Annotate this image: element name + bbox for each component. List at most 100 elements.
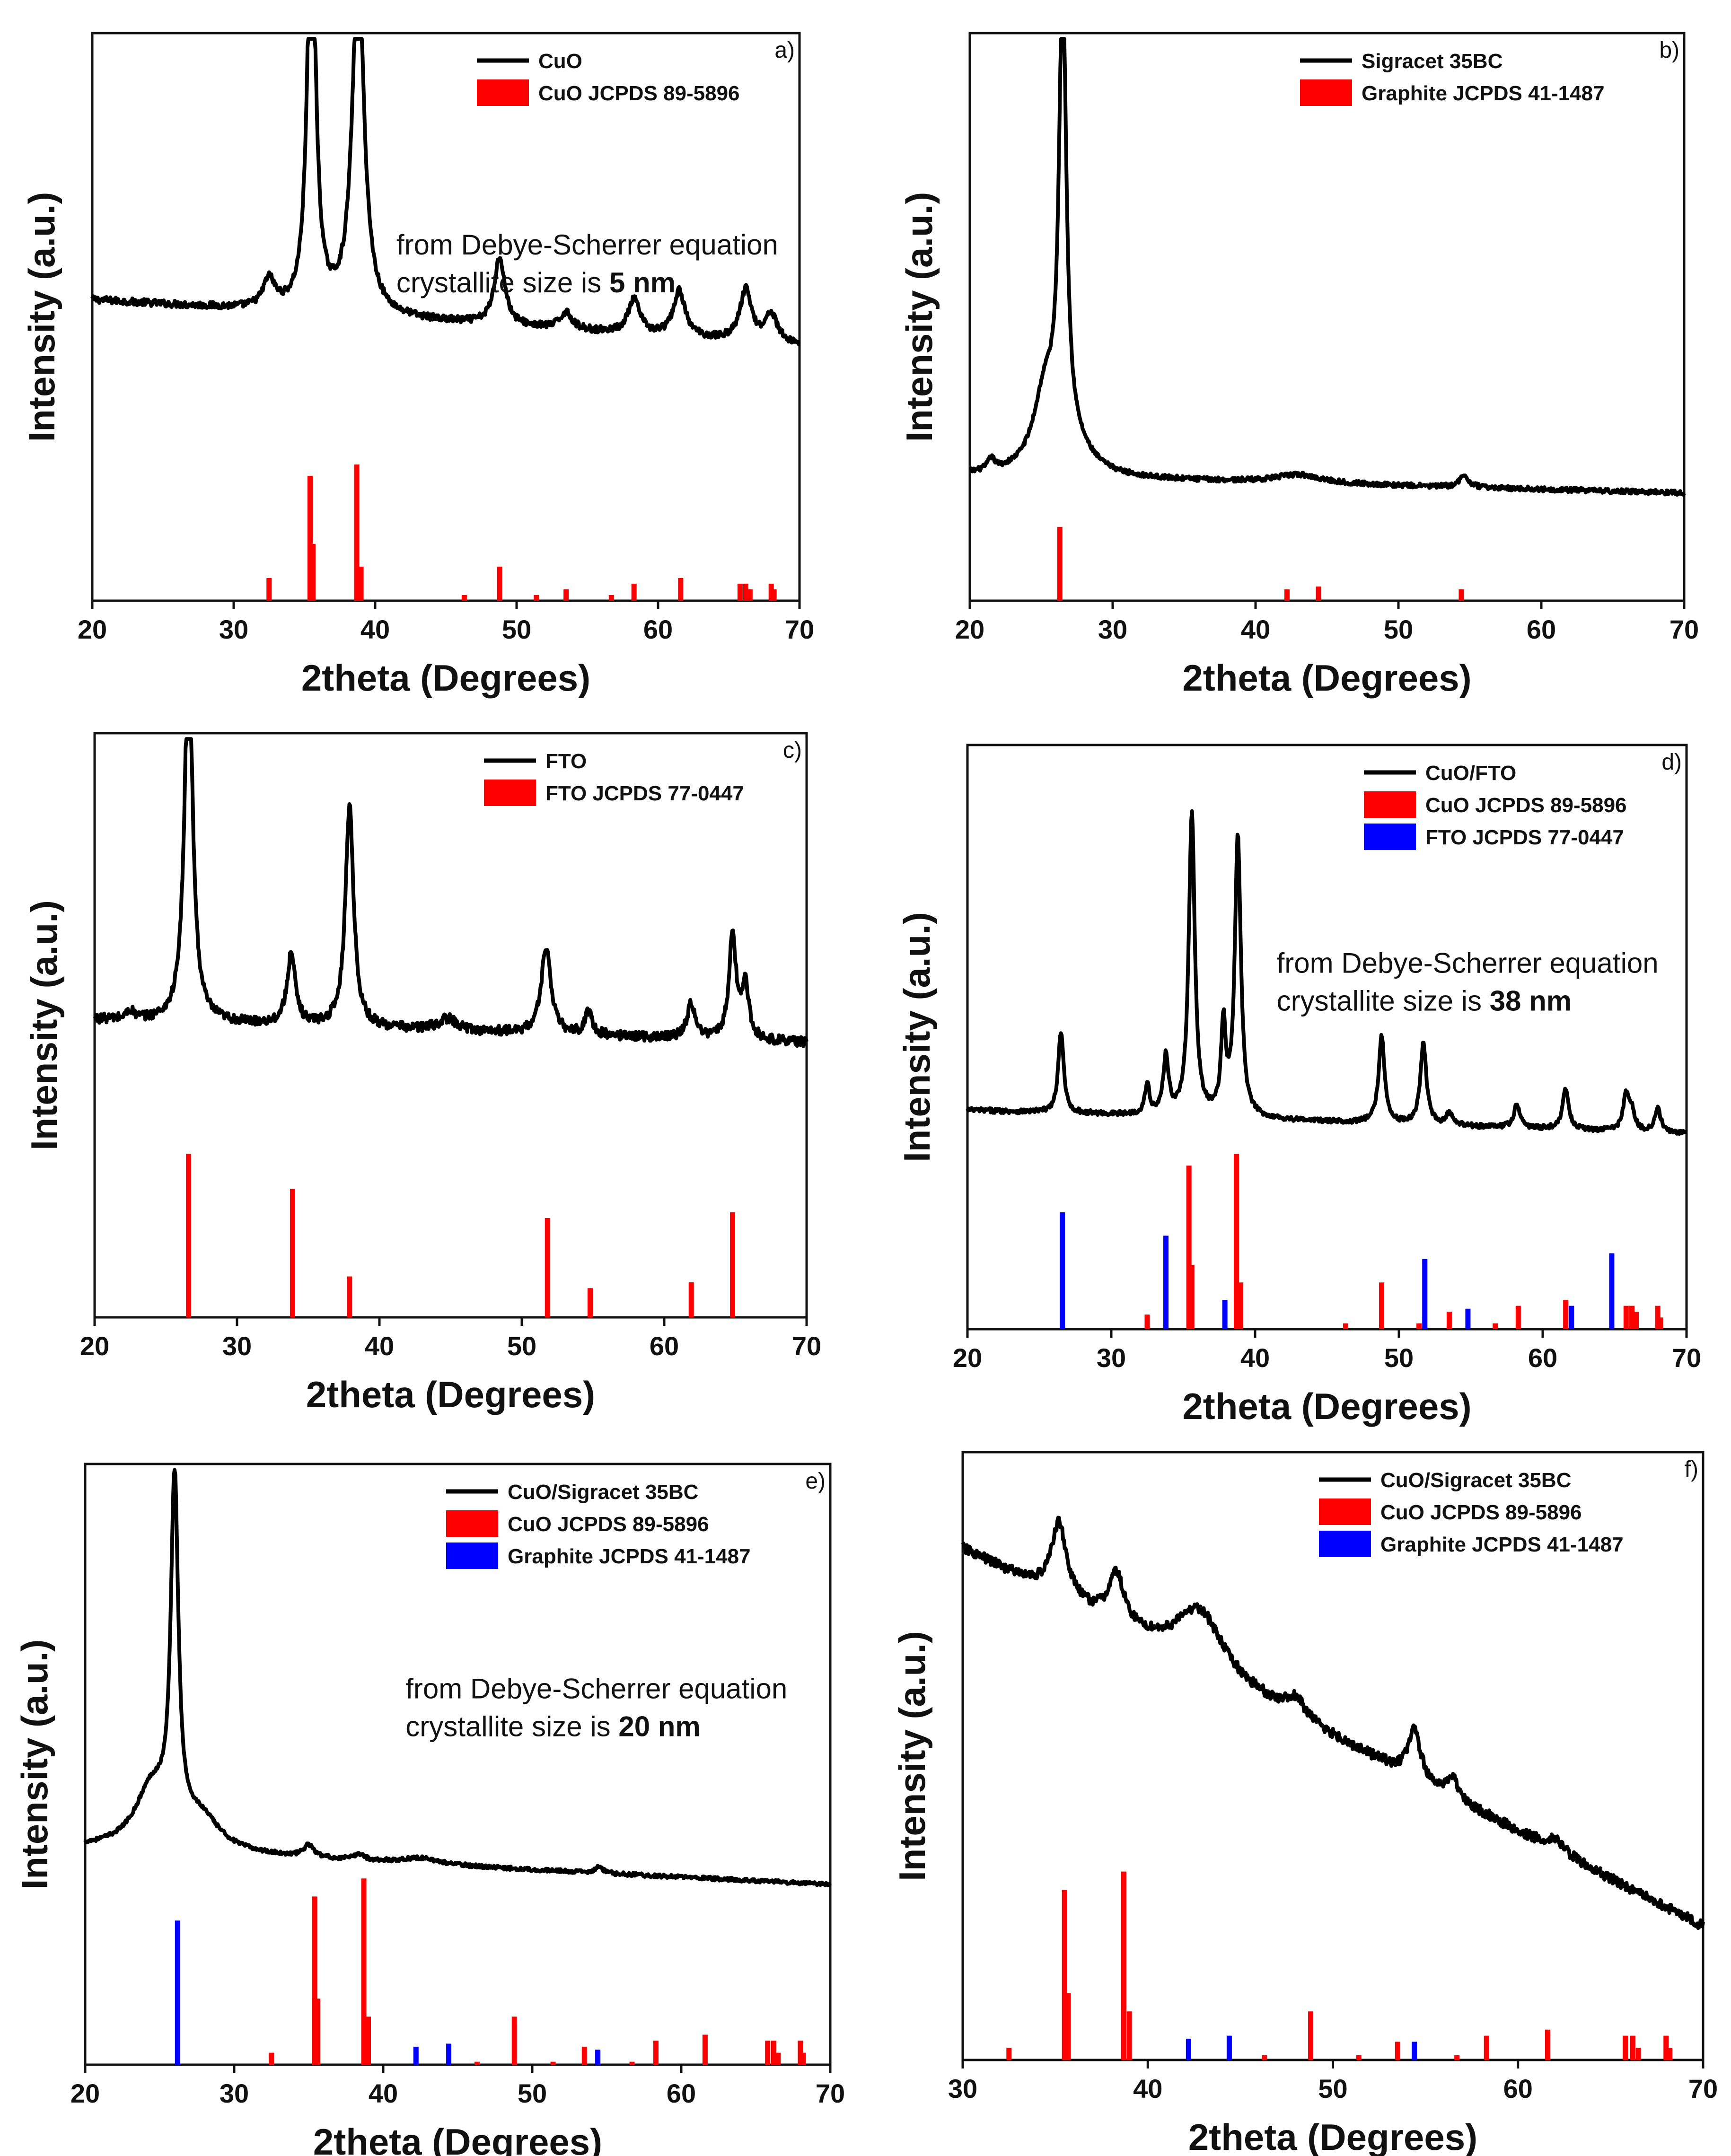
x-tick-label: 20 [955, 614, 984, 644]
x-tick-label: 40 [1241, 614, 1270, 644]
y-axis-title: Intensity (a.u.) [14, 1639, 55, 1890]
annotation-prefix: crystallite size is [396, 267, 609, 298]
x-tick-label: 30 [220, 2078, 249, 2108]
panel-label: d) [1661, 750, 1682, 775]
pattern-line-f [961, 1516, 1705, 1930]
x-tick-label: 20 [78, 614, 107, 644]
x-tick-label: 20 [70, 2078, 100, 2108]
pattern-line-a [90, 37, 801, 346]
legend-label: CuO [538, 50, 582, 73]
plot-frame [968, 32, 1686, 602]
y-axis-title: Intensity (a.u.) [23, 900, 65, 1150]
x-tick-label: 50 [1318, 2074, 1347, 2103]
legend: Sigracet 35BC Graphite JCPDS 41-1487 [1300, 50, 1605, 106]
x-tick-label: 70 [816, 2078, 845, 2108]
annotation-line2: crystallite size is 38 nm [1277, 985, 1572, 1017]
legend-label: Graphite JCPDS 41-1487 [1380, 1533, 1624, 1556]
x-tick-label: 70 [1669, 614, 1699, 644]
x-tick-label: 20 [80, 1331, 109, 1361]
legend-label: CuO/FTO [1425, 762, 1516, 785]
x-tick-label: 70 [1688, 2074, 1718, 2103]
x-tick-label: 30 [222, 1331, 252, 1361]
legend-swatch-bar [1319, 1531, 1371, 1557]
x-tick-label: 60 [650, 1331, 679, 1361]
legend: CuO CuO JCPDS 89-5896 [477, 50, 740, 106]
legend-label: Sigracet 35BC [1362, 50, 1503, 73]
legend-label: FTO [545, 750, 587, 773]
x-tick-label: 50 [1384, 1343, 1414, 1373]
x-axis-title: 2theta (Degrees) [1188, 2116, 1477, 2156]
x-tick-label: 40 [365, 1331, 394, 1361]
annotation-line2: crystallite size is 20 nm [405, 1710, 701, 1742]
x-tick-label: 50 [518, 2078, 547, 2108]
x-tick-label: 60 [1527, 614, 1556, 644]
plot-frame [91, 32, 801, 602]
legend-label: CuO JCPDS 89-5896 [1380, 1501, 1582, 1524]
annotation-line1: from Debye-Scherrer equation [1277, 947, 1659, 979]
y-axis-title: Intensity (a.u.) [891, 1631, 933, 1881]
x-tick-label: 70 [792, 1331, 821, 1361]
x-tick-label: 30 [948, 2074, 977, 2103]
legend: CuO/Sigracet 35BC CuO JCPDS 89-5896 Graphi… [1319, 1469, 1624, 1557]
panel-b: 20 30 40 50 60 70 2theta (Degrees) Intensity (a… [898, 32, 1699, 699]
legend-label: Graphite JCPDS 41-1487 [1362, 82, 1605, 105]
legend-swatch-bar [1364, 824, 1416, 850]
pattern-line-b [968, 37, 1686, 497]
x-tick-label: 30 [1097, 1343, 1126, 1373]
x-tick-label: 70 [1672, 1343, 1701, 1373]
panel-label: e) [805, 1469, 826, 1494]
legend-label: FTO JCPDS 77-0447 [1425, 826, 1624, 849]
y-axis-title: Intensity (a.u.) [896, 912, 938, 1162]
annotation-prefix: crystallite size is [405, 1710, 618, 1742]
annotation-line2: crystallite size is 5 nm [396, 267, 676, 298]
panel-f: 30 40 50 60 70 2theta (Degrees) Intensity (a.u… [891, 1451, 1718, 2156]
legend-label: CuO JCPDS 89-5896 [1425, 794, 1627, 817]
annotation-prefix: crystallite size is [1277, 985, 1490, 1017]
x-tick-label: 40 [369, 2078, 398, 2108]
panel-label: b) [1659, 38, 1679, 63]
plot-frame [93, 732, 808, 1319]
legend-swatch-bar [1364, 791, 1416, 818]
legend: CuO/Sigracet 35BC CuO JCPDS 89-5896 Graphi… [446, 1481, 751, 1569]
panel-e: 20 30 40 50 60 70 2theta (Degrees) Intensity (a… [14, 1463, 845, 2156]
x-tick-label: 50 [507, 1331, 536, 1361]
panel-label: c) [783, 738, 802, 763]
x-tick-label: 30 [1098, 614, 1127, 644]
x-axis-title: 2theta (Degrees) [1182, 657, 1471, 699]
legend-label: CuO/Sigracet 35BC [508, 1481, 698, 1504]
annotation-value: 38 nm [1490, 985, 1572, 1017]
panel-label: a) [774, 38, 795, 63]
x-axis-title: 2theta (Degrees) [306, 1374, 595, 1415]
x-tick-label: 30 [219, 614, 248, 644]
x-tick-label: 20 [953, 1343, 982, 1373]
x-tick-label: 40 [1240, 1343, 1270, 1373]
x-tick-label: 60 [1503, 2074, 1533, 2103]
legend-label: CuO/Sigracet 35BC [1380, 1469, 1571, 1492]
x-tick-label: 50 [1384, 614, 1413, 644]
legend: CuO/FTO CuO JCPDS 89-5896 FTO JCPDS 77-044… [1364, 762, 1627, 850]
legend-swatch-bar [1300, 79, 1352, 106]
legend-swatch-bar [1319, 1499, 1371, 1525]
legend-swatch-bar [446, 1543, 498, 1569]
legend-label: CuO JCPDS 89-5896 [508, 1513, 709, 1536]
legend-label: Graphite JCPDS 41-1487 [508, 1545, 751, 1568]
legend-swatch-bar [484, 780, 536, 806]
x-axis-title: 2theta (Degrees) [313, 2121, 602, 2156]
legend-label: FTO JCPDS 77-0447 [545, 782, 744, 805]
x-tick-label: 50 [502, 614, 531, 644]
annotation-value: 20 nm [618, 1710, 700, 1742]
pattern-line-c [93, 737, 808, 1048]
x-tick-label: 60 [643, 614, 673, 644]
pattern-line-d [966, 809, 1688, 1136]
x-tick-label: 70 [785, 614, 814, 644]
panel-label: f) [1685, 1457, 1698, 1482]
x-tick-label: 40 [360, 614, 390, 644]
plot-frame [84, 1463, 832, 2066]
legend: FTO FTO JCPDS 77-0447 [484, 750, 744, 806]
pattern-line-e [83, 1468, 832, 1887]
y-axis-title: Intensity (a.u.) [21, 192, 62, 442]
annotation-line1: from Debye-Scherrer equation [405, 1673, 787, 1704]
panel-c: 20 30 40 50 60 70 2theta (Degrees) Intensity (a… [23, 732, 821, 1415]
plot-frame [966, 744, 1688, 1331]
